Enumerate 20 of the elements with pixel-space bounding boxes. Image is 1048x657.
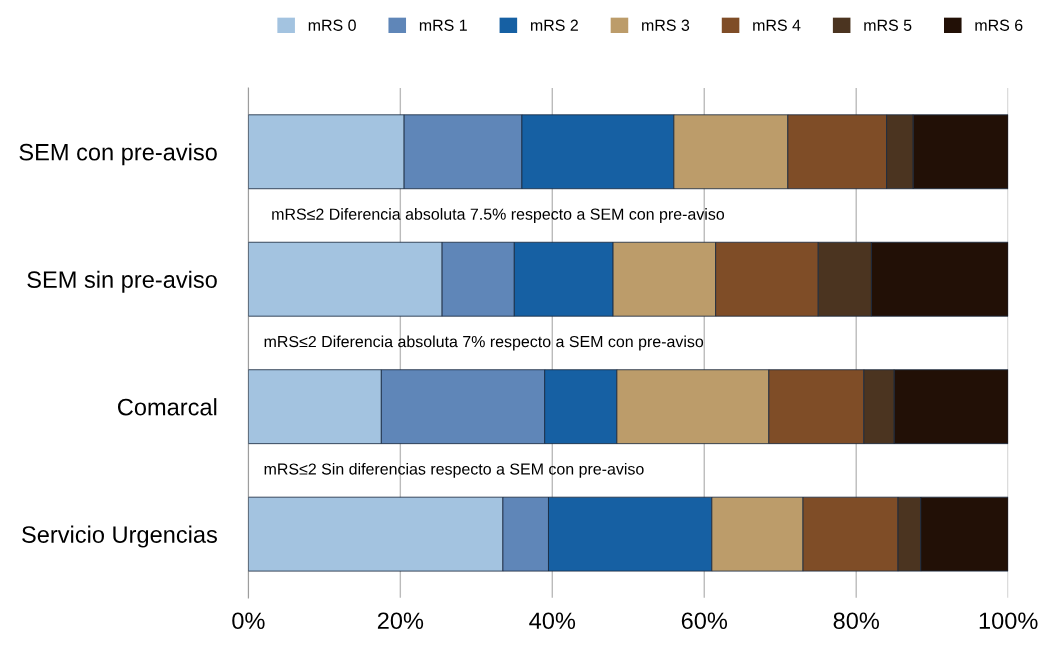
x-tick-label: 100%	[979, 612, 1038, 630]
legend-label: mRS 1	[419, 19, 467, 31]
x-tick-label: 20%	[377, 612, 424, 630]
annotation: mRS≤2 Diferencia absoluta 7% respecto a SEM con pre-aviso	[264, 335, 704, 351]
legend-label: mRS 0	[308, 19, 356, 31]
x-tick-label: 80%	[833, 612, 880, 630]
y-tick-label: SEM sin pre-aviso	[27, 270, 217, 293]
y-tick-label: Servicio Urgencias	[22, 525, 217, 548]
y-tick-label: Comarcal	[118, 398, 217, 416]
annotation: mRS≤2 Diferencia absoluta 7.5% respecto a SEM con pre-aviso	[272, 208, 725, 223]
legend-label: mRS 4	[753, 19, 801, 31]
legend-label: mRS 5	[864, 19, 912, 31]
x-tick-label: 60%	[681, 612, 728, 630]
y-tick-label: SEM con pre-aviso	[19, 143, 217, 166]
x-tick-label: 0%	[232, 612, 265, 630]
legend-label: mRS 3	[642, 19, 690, 31]
annotation: mRS≤2 Sin diferencias respecto a SEM con pre-aviso	[264, 462, 644, 478]
x-tick-label: 40%	[529, 612, 576, 630]
legend-label: mRS 6	[975, 19, 1023, 31]
legend-label: mRS 2	[530, 19, 578, 31]
